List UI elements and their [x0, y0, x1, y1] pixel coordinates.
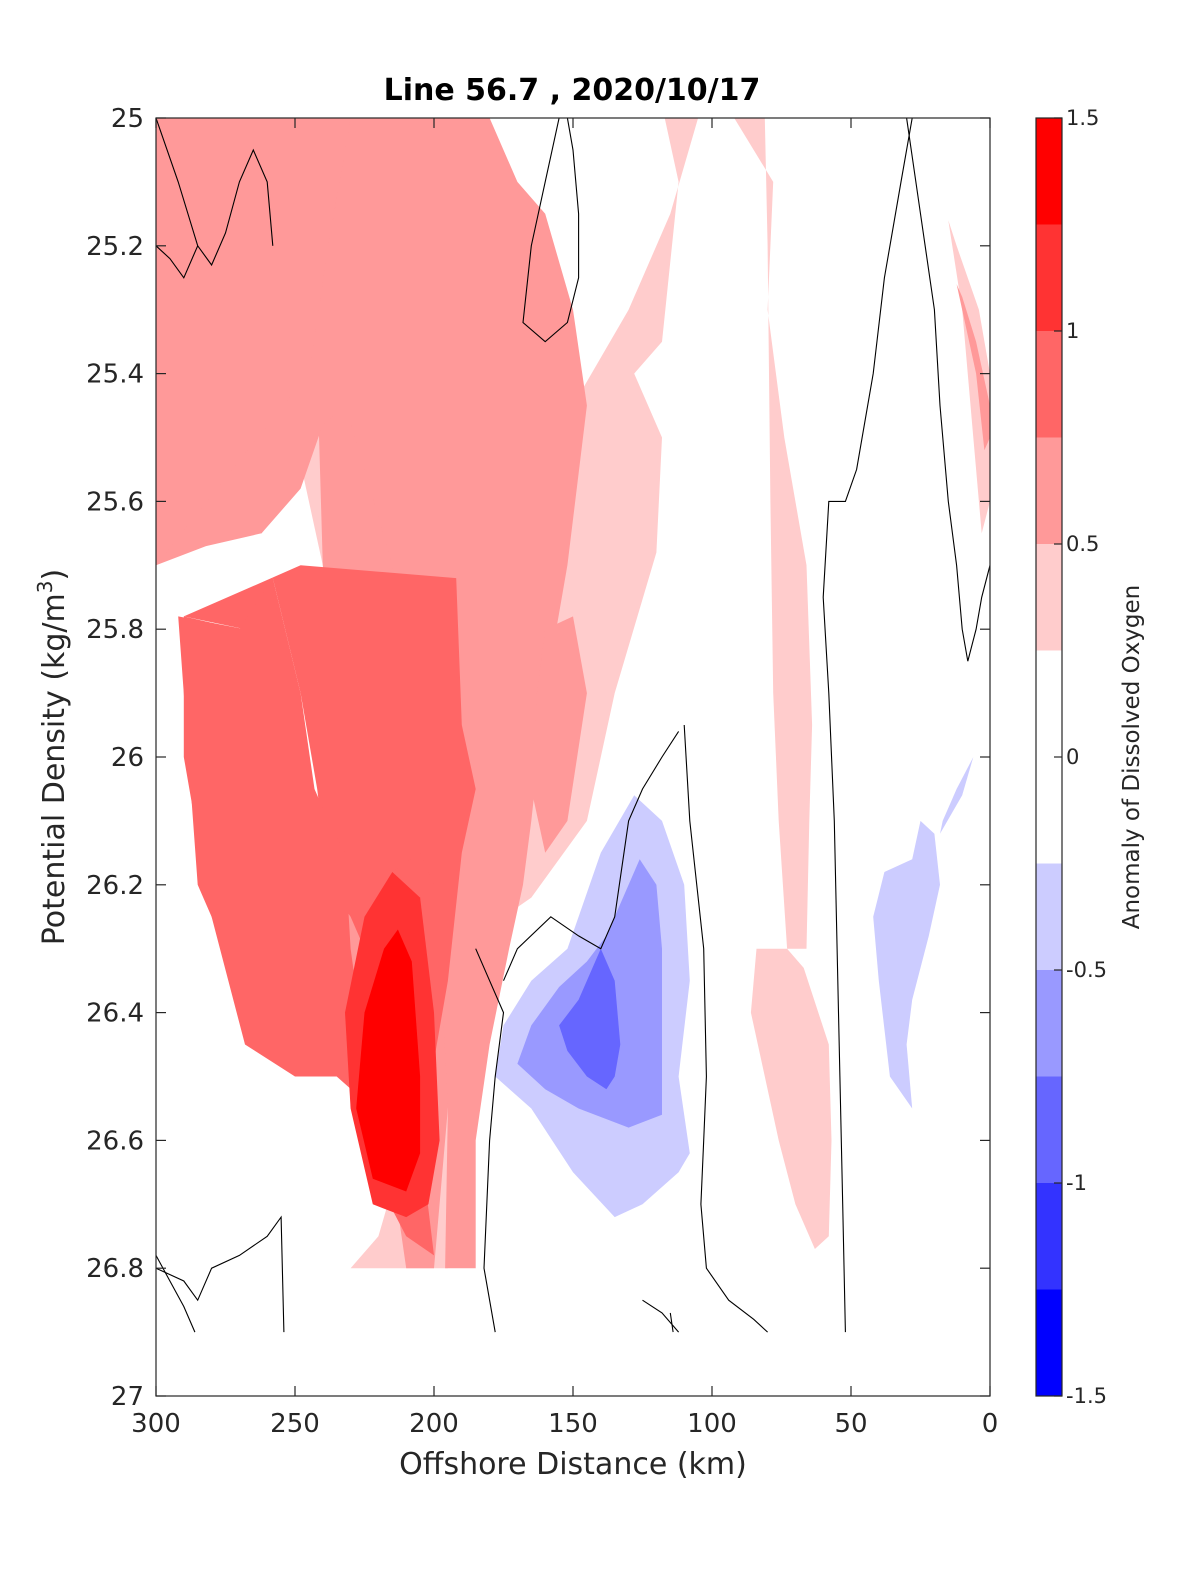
x-tick-label: 250	[270, 1409, 320, 1439]
zero-contour-line-10	[669, 1312, 674, 1333]
colorbar-tick-label: -1	[1066, 1171, 1087, 1195]
y-axis-label-main: Potential Density (kg/m	[37, 593, 72, 945]
zero-contour-lines	[155, 117, 991, 1333]
contour-region-10	[183, 578, 373, 1109]
x-tick-label: 100	[687, 1409, 737, 1439]
zero-contour-line-1	[155, 245, 199, 279]
y-tick-label: 26	[111, 743, 144, 773]
colorbar-band-3	[1036, 437, 1062, 544]
contour-region-12	[356, 929, 421, 1192]
y-tick-label: 26.6	[86, 1126, 144, 1156]
colorbar-band-2	[1036, 331, 1062, 438]
y-axis-label: Potential Density (kg/m3)	[33, 569, 72, 945]
contour-region-15	[940, 757, 974, 834]
y-tick-label: 26.8	[86, 1254, 144, 1284]
colorbar-tick-label: 1.5	[1066, 106, 1099, 130]
colorbar-band-9	[1036, 1183, 1062, 1290]
zero-contour-line-0	[155, 117, 274, 267]
zero-contour-line-6	[683, 724, 768, 1333]
colorbar: 1.5 1 0.5 0 -0.5 -1 -1.5	[1035, 106, 1107, 1408]
zero-contour-line-5	[475, 948, 505, 1333]
y-tick-label: 25.6	[86, 487, 144, 517]
colorbar-tick-label: 0	[1066, 745, 1079, 769]
colorbar-band-4	[1036, 544, 1062, 651]
x-tick-label: 150	[548, 1409, 598, 1439]
plot-area	[155, 117, 991, 1397]
x-tick-label: 200	[409, 1409, 459, 1439]
contour-region-14	[873, 820, 940, 1109]
y-tick-label: 25.4	[86, 360, 144, 390]
y-tick-label: 27	[111, 1382, 144, 1412]
zero-contour-line-8	[155, 1215, 285, 1333]
x-tick-label: 300	[131, 1409, 181, 1439]
x-axis: 300 250 200 150 100 50 0	[131, 118, 998, 1439]
y-tick-label: 26.4	[86, 999, 144, 1029]
x-axis-label: Offshore Distance (km)	[399, 1447, 747, 1482]
y-tick-label: 25.8	[86, 615, 144, 645]
zero-contour-line-2	[522, 117, 580, 343]
zero-contour-line-3	[906, 117, 991, 662]
contour-region-2	[734, 118, 832, 1249]
contour-region-7	[956, 284, 990, 451]
contour-region-17	[559, 948, 621, 1090]
x-tick-label: 0	[982, 1409, 999, 1439]
contour-region-6	[531, 616, 587, 853]
zero-contour-line-7	[502, 731, 680, 981]
colorbar-band-0	[1036, 118, 1062, 225]
colorbar-tick-label: -1.5	[1066, 1384, 1107, 1408]
y-axis-label-superscript: 3	[33, 580, 57, 593]
zero-contour-line-4	[822, 117, 913, 1333]
x-tick-label: 50	[834, 1409, 867, 1439]
y-axis: 25 25.2 25.4 25.6 25.8 26 26.2 26.4 26.6 26.8 27	[86, 104, 990, 1412]
y-tick-label: 25	[111, 104, 144, 134]
colorbar-tick-label: -0.5	[1066, 958, 1107, 982]
colorbar-label: Anomaly of Dissolved Oxygen	[1119, 585, 1145, 930]
zero-contour-line-11	[642, 1299, 680, 1333]
colorbar-tick-label: 0.5	[1066, 532, 1099, 556]
colorbar-band-1	[1036, 224, 1062, 331]
contour-region-3	[948, 220, 990, 534]
colorbar-tick-label: 1	[1066, 319, 1079, 343]
y-tick-label: 26.2	[86, 871, 144, 901]
chart-title: Line 56.7 , 2020/10/17	[384, 73, 761, 108]
filled-contours	[156, 118, 990, 1269]
y-axis-label-close: )	[37, 569, 72, 581]
colorbar-band-8	[1036, 1076, 1062, 1183]
contour-region-5	[156, 118, 587, 1269]
y-tick-label: 25.2	[86, 232, 144, 262]
colorbar-band-6	[1036, 863, 1062, 970]
colorbar-band-10	[1036, 1289, 1062, 1396]
colorbar-band-7	[1036, 970, 1062, 1077]
